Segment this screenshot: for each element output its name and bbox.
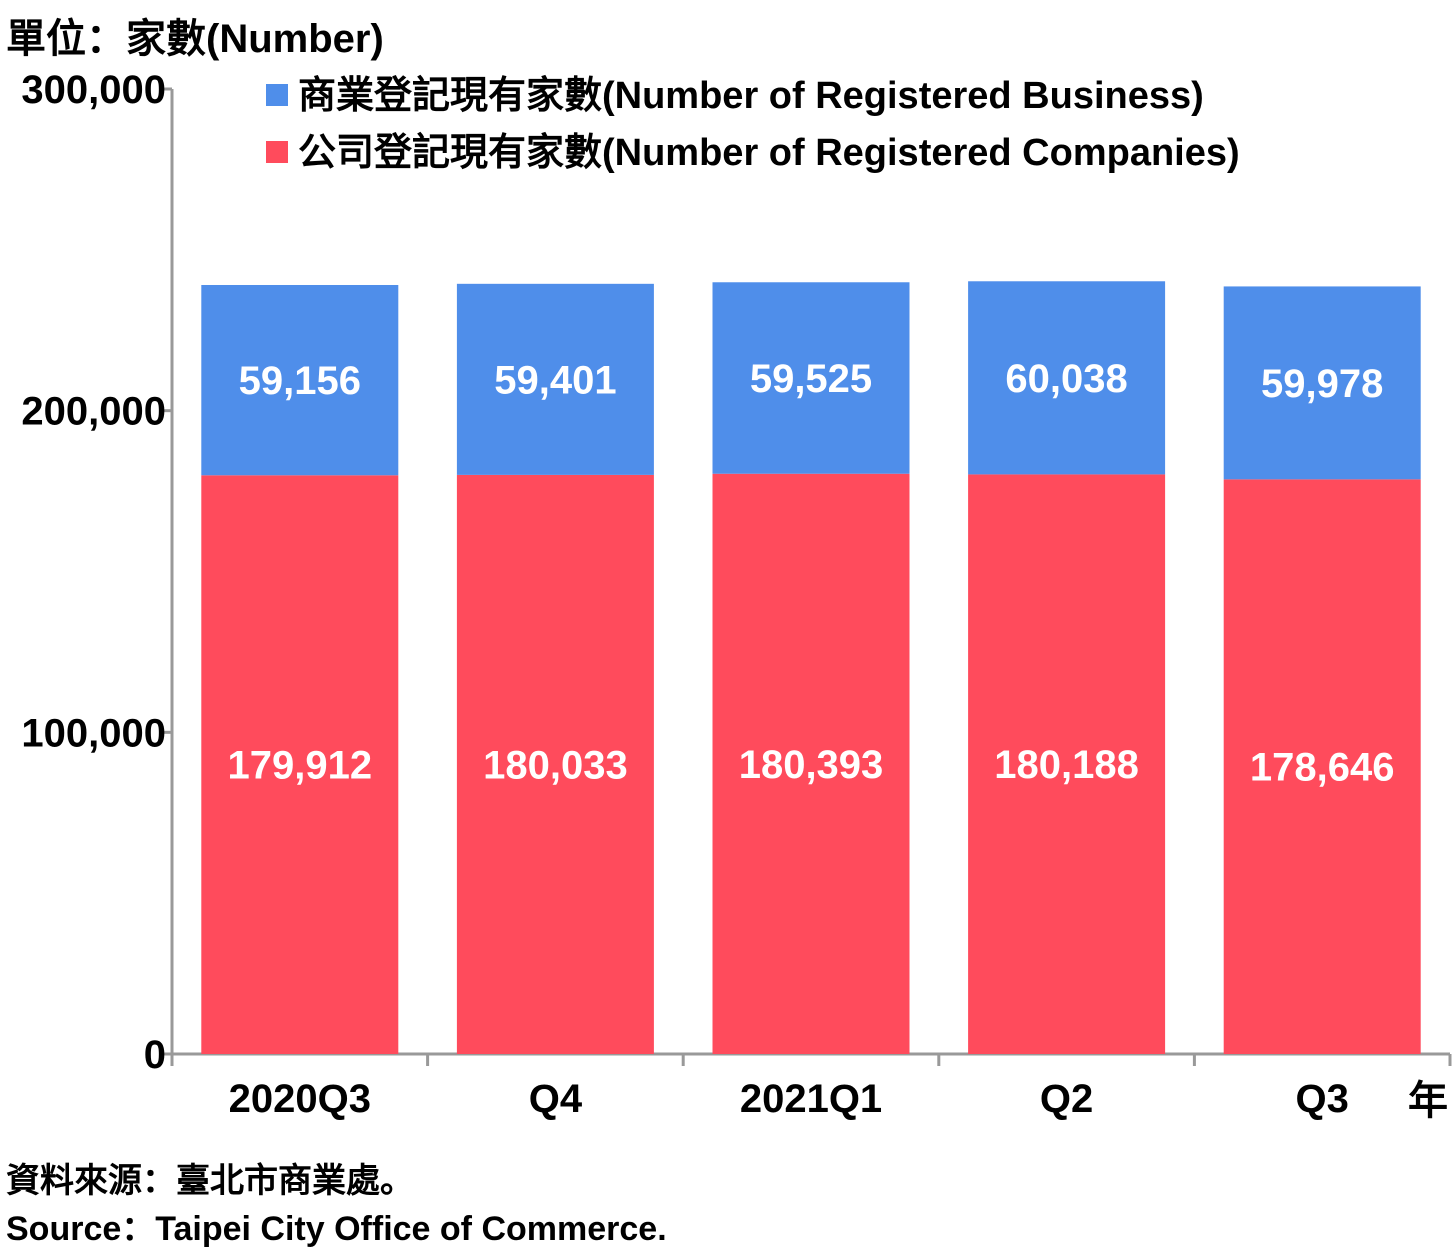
axes: 0 100,000 200,000 300,000 2020Q3 Q4 2021Q1 Q2 Q3… <box>21 68 1452 1123</box>
x-tick-label: Q2 <box>1040 1077 1093 1121</box>
x-tick-label: 2020Q3 <box>229 1077 371 1121</box>
data-label-companies: 180,188 <box>994 743 1139 787</box>
legend-swatch-business <box>266 84 288 106</box>
data-label-companies: 179,912 <box>228 744 373 788</box>
legend-label-business: 商業登記現有家數(Number of Registered Business) <box>298 75 1204 117</box>
y-tick-label: 200,000 <box>21 390 166 434</box>
data-label-companies: 180,393 <box>739 743 884 787</box>
bar-business <box>712 282 910 474</box>
legend-swatch-companies <box>266 141 288 163</box>
x-tick-label: Q4 <box>529 1077 583 1121</box>
x-tick-label: 2021Q1 <box>740 1077 882 1121</box>
x-tick-label: Q3 <box>1296 1077 1349 1121</box>
bar-companies <box>712 473 910 1054</box>
data-label-business: 60,038 <box>1005 357 1127 401</box>
data-label-business: 59,978 <box>1261 362 1383 406</box>
bar-companies <box>456 474 654 1054</box>
y-tick-label: 100,000 <box>21 711 166 755</box>
unit-label: 單位：家數(Number) <box>6 17 384 61</box>
data-label-companies: 178,646 <box>1250 746 1395 790</box>
bar-business <box>456 283 654 475</box>
stacked-bar-chart: 0 100,000 200,000 300,000 2020Q3 Q4 2021Q1 Q2 Q3… <box>21 68 1452 1123</box>
bar-business <box>968 281 1166 475</box>
bar-companies <box>201 475 399 1054</box>
y-tick-label: 300,000 <box>21 68 166 112</box>
data-label-business: 59,525 <box>750 357 872 401</box>
data-label-companies: 180,033 <box>483 743 628 787</box>
source-note-chinese: 資料來源：臺北市商業處。 <box>6 1162 414 1200</box>
bars <box>201 281 1421 1055</box>
source-note-english: Source：Taipei City Office of Commerce. <box>6 1210 667 1248</box>
legend-label-companies: 公司登記現有家數(Number of Registered Companies) <box>298 132 1240 174</box>
data-label-business: 59,401 <box>494 358 616 402</box>
bar-business <box>1223 286 1421 480</box>
bar-business <box>201 284 399 476</box>
x-axis-unit-label: 年 <box>1408 1079 1448 1123</box>
legend: 商業登記現有家數(Number of Registered Business) 公… <box>266 75 1240 174</box>
value-labels: 179,912 59,156 180,033 59,401 180,393 59,525 1… <box>228 357 1395 790</box>
bar-companies <box>1223 479 1421 1055</box>
y-tick-label: 0 <box>144 1033 166 1077</box>
data-label-business: 59,156 <box>239 359 361 403</box>
bar-companies <box>968 474 1166 1054</box>
